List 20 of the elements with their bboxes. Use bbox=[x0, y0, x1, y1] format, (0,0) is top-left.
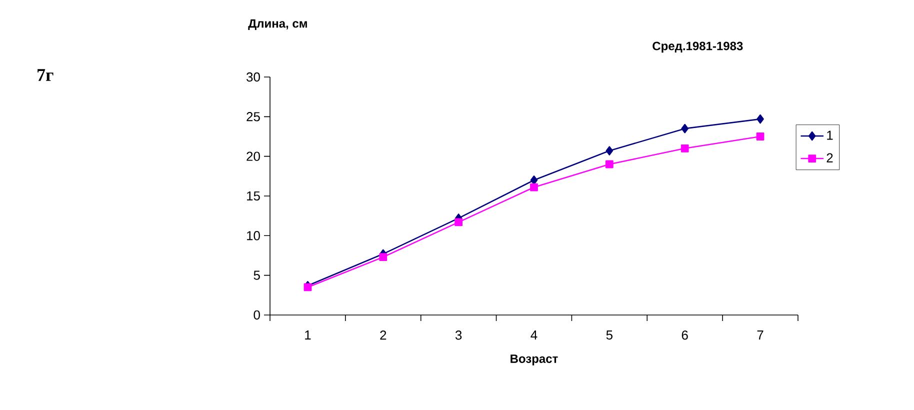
x-tick-label: 1 bbox=[305, 330, 311, 340]
y-tick-label: 0 bbox=[254, 310, 260, 320]
x-tick-label: 3 bbox=[455, 330, 462, 340]
x-tick-label: 5 bbox=[606, 330, 612, 340]
y-tick-label: 30 bbox=[246, 72, 260, 82]
x-tick-label: 7 bbox=[757, 330, 764, 340]
x-tick-label: 2 bbox=[380, 330, 386, 340]
legend-label: 1 bbox=[827, 130, 833, 140]
chart-title: Сред.1981-1983 bbox=[652, 42, 743, 53]
y-tick-label: 10 bbox=[247, 231, 260, 240]
x-tick-label: 6 bbox=[682, 330, 688, 340]
legend-label: 2 bbox=[826, 153, 833, 162]
x-axis-title: Возраст bbox=[510, 354, 558, 366]
y-tick-label: 15 bbox=[247, 191, 260, 201]
text: 7г bbox=[38, 69, 54, 81]
y-tick-label: 25 bbox=[246, 112, 260, 122]
y-axis-title: Длина, см bbox=[248, 19, 307, 30]
x-tick-label: 4 bbox=[530, 330, 538, 340]
y-tick-label: 5 bbox=[254, 270, 260, 280]
y-tick-label: 20 bbox=[246, 152, 260, 161]
